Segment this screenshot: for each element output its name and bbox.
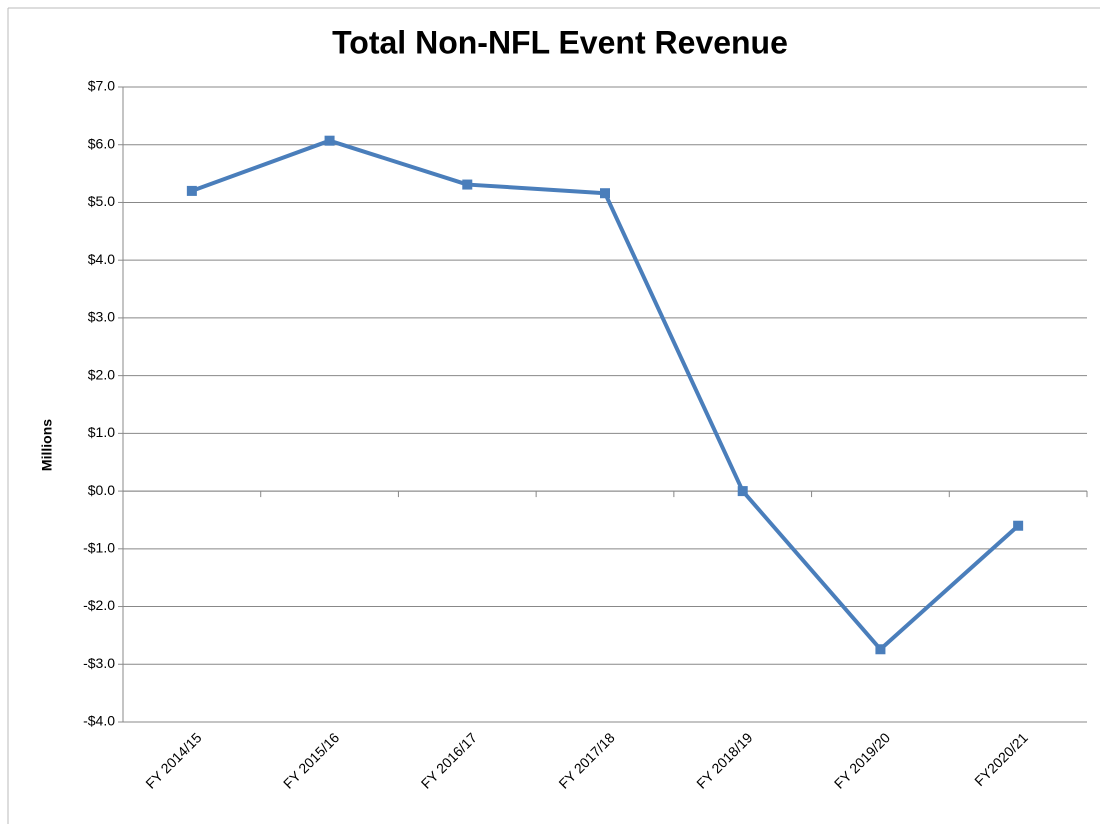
x-tick-label: FY 2014/15 <box>142 729 204 791</box>
y-tick-label: $5.0 <box>88 193 115 209</box>
data-point <box>462 179 473 190</box>
y-tick-label: -$4.0 <box>83 713 115 729</box>
data-point <box>737 486 748 497</box>
y-tick-label: -$3.0 <box>83 655 115 671</box>
y-tick-label: $7.0 <box>88 78 115 94</box>
y-tick-label: $2.0 <box>88 366 115 382</box>
x-tick-label: FY 2015/16 <box>280 729 342 791</box>
data-point <box>875 644 886 655</box>
chart-title: Total Non-NFL Event Revenue <box>332 24 788 60</box>
x-tick-label: FY2020/21 <box>971 729 1031 789</box>
data-point <box>600 188 610 199</box>
y-tick-label: -$1.0 <box>83 540 115 556</box>
data-point <box>1013 520 1024 531</box>
y-tick-label: $6.0 <box>88 135 115 151</box>
y-tick-label: $3.0 <box>88 309 115 325</box>
y-tick-label: $4.0 <box>88 251 115 267</box>
data-point <box>324 135 335 146</box>
x-tick-label: FY 2016/17 <box>418 729 480 791</box>
data-point <box>186 185 197 196</box>
y-tick-label: $1.0 <box>88 424 115 440</box>
x-tick-label: FY 2017/18 <box>555 729 617 791</box>
y-axis-label: Millions <box>39 419 55 471</box>
y-tick-label: $0.0 <box>88 482 115 498</box>
y-tick-label: -$2.0 <box>83 597 115 613</box>
x-tick-label: FY 2018/19 <box>693 729 755 791</box>
data-line <box>191 138 1020 652</box>
x-tick-label: FY 2019/20 <box>831 729 893 791</box>
